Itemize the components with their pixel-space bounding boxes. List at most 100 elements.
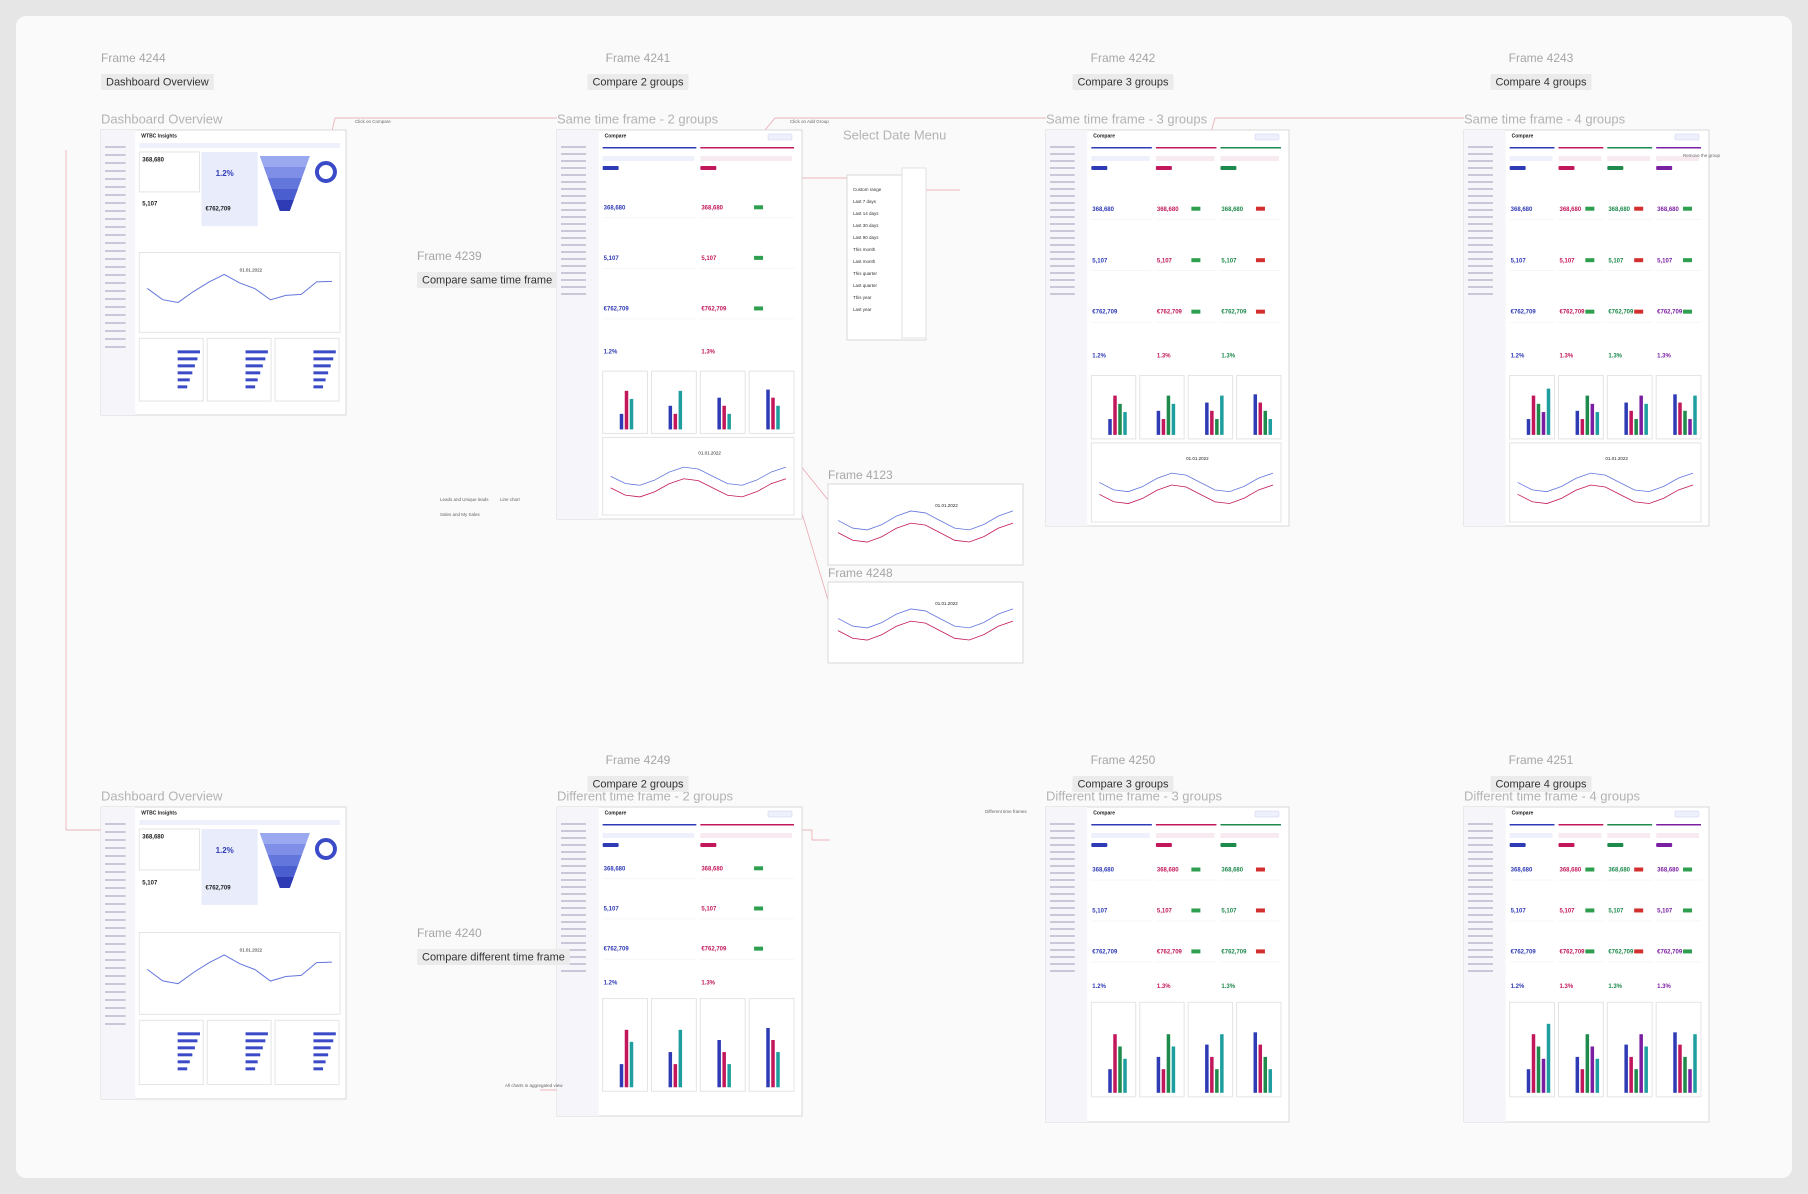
metric-value: 368,680 xyxy=(701,205,723,211)
trend-line xyxy=(147,954,333,985)
delta-badge xyxy=(754,306,764,311)
menu-item xyxy=(105,967,126,969)
bar xyxy=(722,1052,726,1088)
delta-badge xyxy=(754,255,764,260)
menu-item xyxy=(561,258,586,260)
table-bar xyxy=(313,1039,334,1043)
menu-item xyxy=(1050,963,1075,965)
sidebar xyxy=(557,130,599,519)
bar xyxy=(1536,403,1541,435)
menu-item xyxy=(561,956,586,958)
caption: Compare 4 groups xyxy=(1495,76,1587,88)
metric-rate: 1.2% xyxy=(1511,353,1525,359)
funnel-step xyxy=(263,844,306,855)
menu-item xyxy=(1050,244,1075,246)
trend-line xyxy=(1517,472,1694,493)
menu-item xyxy=(561,886,586,888)
menu-item xyxy=(1468,167,1493,169)
dashboard-title: WTBC Insights xyxy=(141,133,177,139)
menu-item xyxy=(105,823,126,825)
caption: Dashboard Overview xyxy=(106,76,209,88)
date-menu-item: Custom range xyxy=(853,187,882,192)
table-bar xyxy=(313,1032,336,1036)
table-bar xyxy=(313,1053,329,1057)
menu-item xyxy=(1050,844,1075,846)
mock-frame xyxy=(827,581,1024,664)
bar xyxy=(1678,402,1682,435)
metric-rate: 1.3% xyxy=(1157,984,1171,990)
filter-chip xyxy=(1509,166,1526,170)
delta-badge xyxy=(1683,309,1693,314)
metric-value: 5,107 xyxy=(1559,909,1575,915)
delta-badge xyxy=(1634,258,1644,263)
menu-item xyxy=(561,865,586,867)
funnel-step xyxy=(275,877,294,888)
bar xyxy=(1123,412,1127,435)
bar xyxy=(1585,1034,1590,1093)
caption: Compare 4 groups xyxy=(1495,778,1587,790)
date-select xyxy=(1656,156,1699,161)
table-bar xyxy=(177,357,198,361)
metric-value: 368,680 xyxy=(1559,207,1581,213)
metric-value: 5,107 xyxy=(604,907,620,913)
group-tab xyxy=(1091,824,1152,826)
menu-item xyxy=(561,209,586,211)
menu-item xyxy=(105,919,126,921)
filter-chip xyxy=(1558,843,1575,847)
bar xyxy=(1263,1056,1268,1093)
menu-item xyxy=(561,970,586,972)
bar xyxy=(673,413,678,430)
table-panel xyxy=(138,337,204,402)
compare-title: Compare xyxy=(605,810,627,816)
menu-item xyxy=(1468,160,1493,162)
menu-item xyxy=(105,855,126,857)
menu-item xyxy=(1050,879,1075,881)
bar xyxy=(668,405,673,430)
kpi-sales: 5,107 xyxy=(142,202,158,208)
group-tab xyxy=(700,824,794,826)
bar xyxy=(624,1029,629,1088)
date-select xyxy=(1155,156,1215,161)
metric-value: 368,680 xyxy=(604,866,626,872)
bar xyxy=(1644,1046,1648,1093)
frame-label: Frame 4242 xyxy=(1091,51,1156,65)
bar xyxy=(1639,395,1643,435)
bar xyxy=(1693,395,1697,435)
metric-rate: 1.2% xyxy=(604,349,618,355)
menu-item xyxy=(1050,279,1075,281)
date-menu-item: Last month xyxy=(853,259,876,264)
bar xyxy=(1268,419,1273,435)
caption-box xyxy=(1072,74,1174,90)
menu-item xyxy=(105,210,126,212)
menu-item xyxy=(1050,174,1075,176)
bar xyxy=(1531,395,1536,435)
trend-line xyxy=(610,466,787,486)
trend-line xyxy=(1099,484,1274,504)
menu-item xyxy=(561,181,586,183)
annotation: All charts in aggregated view xyxy=(505,1083,563,1088)
bar xyxy=(1639,1034,1643,1093)
caption: Compare 2 groups xyxy=(592,778,684,790)
metric-rate: 1.2% xyxy=(1092,984,1106,990)
bar xyxy=(1108,419,1112,435)
caption-box xyxy=(417,949,570,965)
metric-value: €762,709 xyxy=(1608,949,1634,955)
table-bar xyxy=(177,1060,190,1064)
menu-item xyxy=(561,153,586,155)
table-panel xyxy=(206,337,272,402)
menu-item xyxy=(1468,844,1493,846)
menu-item xyxy=(105,330,126,332)
menu-item xyxy=(561,223,586,225)
menu-item xyxy=(1468,886,1493,888)
metric-value: 368,680 xyxy=(1157,207,1179,213)
metric-value: €762,709 xyxy=(1157,949,1183,955)
frame-heading: Same time frame - 4 groups xyxy=(1464,111,1626,126)
filter-chip xyxy=(1155,843,1172,847)
bar xyxy=(1634,419,1638,435)
group-tab xyxy=(602,824,697,826)
menu-item xyxy=(105,194,126,196)
bar xyxy=(1526,419,1531,435)
menu-item xyxy=(1468,928,1493,930)
metric-value: 368,680 xyxy=(1221,868,1243,874)
metric-rate: 1.3% xyxy=(1157,353,1171,359)
